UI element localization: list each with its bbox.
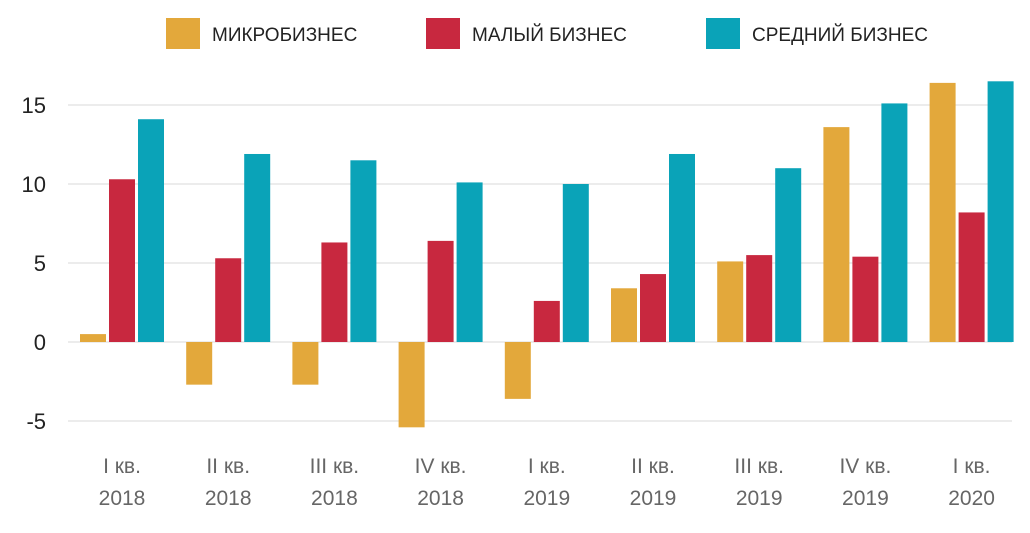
bar [881, 103, 908, 342]
x-tick-label-quarter: III кв. [734, 455, 784, 478]
bar [504, 342, 531, 399]
bar [321, 242, 348, 342]
legend-label: МАЛЫЙ БИЗНЕС [472, 24, 627, 46]
y-tick-label: 10 [22, 172, 46, 197]
bar [109, 179, 135, 342]
x-tick-label-quarter: I кв. [953, 455, 991, 478]
x-tick-label-year: 2018 [311, 487, 358, 510]
bar [215, 258, 242, 342]
y-axis: 15 10 5 0 -5 [22, 93, 46, 434]
bar [533, 300, 560, 342]
y-tick-label: 15 [22, 93, 46, 118]
x-tick-label-quarter: I кв. [528, 455, 566, 478]
bar [717, 261, 744, 342]
x-tick-label-quarter: IV кв. [839, 455, 891, 478]
bar [987, 81, 1014, 343]
x-tick-label-year: 2020 [948, 487, 995, 510]
x-tick-label-year: 2018 [99, 487, 146, 510]
bar [640, 274, 666, 342]
legend-label: СРЕДНИЙ БИЗНЕС [752, 24, 928, 46]
x-tick-label-quarter: I кв. [103, 455, 141, 478]
bars [80, 81, 1014, 428]
y-tick-label: 5 [34, 251, 46, 276]
bar [611, 288, 637, 342]
x-tick-label-year: 2019 [736, 487, 783, 510]
bar [80, 334, 106, 342]
bar [350, 160, 377, 342]
x-tick-label-year: 2019 [842, 487, 889, 510]
y-tick-label: 0 [34, 330, 46, 355]
bar [775, 168, 802, 342]
x-tick-label-year: 2019 [630, 487, 677, 510]
y-tick-label: -5 [26, 409, 46, 434]
bar [958, 212, 985, 342]
bar [823, 127, 850, 343]
bar [456, 182, 483, 342]
bar [427, 240, 454, 342]
bar [398, 342, 425, 428]
legend-swatch [426, 18, 460, 49]
x-tick-label-year: 2018 [205, 487, 252, 510]
bar [186, 342, 213, 385]
x-axis: I кв. 2018 II кв. 2018 III кв. 2018 IV кв. 2018… [99, 455, 995, 510]
bar [244, 153, 271, 342]
x-tick-label-year: 2018 [417, 487, 464, 510]
x-tick-label-quarter: III кв. [310, 455, 360, 478]
bar [138, 119, 164, 342]
bar [929, 82, 956, 342]
legend-label: МИКРОБИЗНЕС [212, 25, 357, 46]
x-tick-label-quarter: II кв. [631, 455, 675, 478]
bar [292, 342, 319, 385]
x-tick-label-quarter: II кв. [206, 455, 250, 478]
bar [669, 153, 695, 342]
legend-swatch [706, 18, 740, 49]
legend: МИКРОБИЗНЕС МАЛЫЙ БИЗНЕС СРЕДНИЙ БИЗНЕС [166, 18, 928, 49]
x-tick-label-year: 2019 [523, 487, 570, 510]
bar [852, 256, 879, 342]
x-tick-label-quarter: IV кв. [415, 455, 467, 478]
bar [746, 255, 773, 342]
bar [562, 184, 589, 342]
legend-swatch [166, 18, 200, 49]
